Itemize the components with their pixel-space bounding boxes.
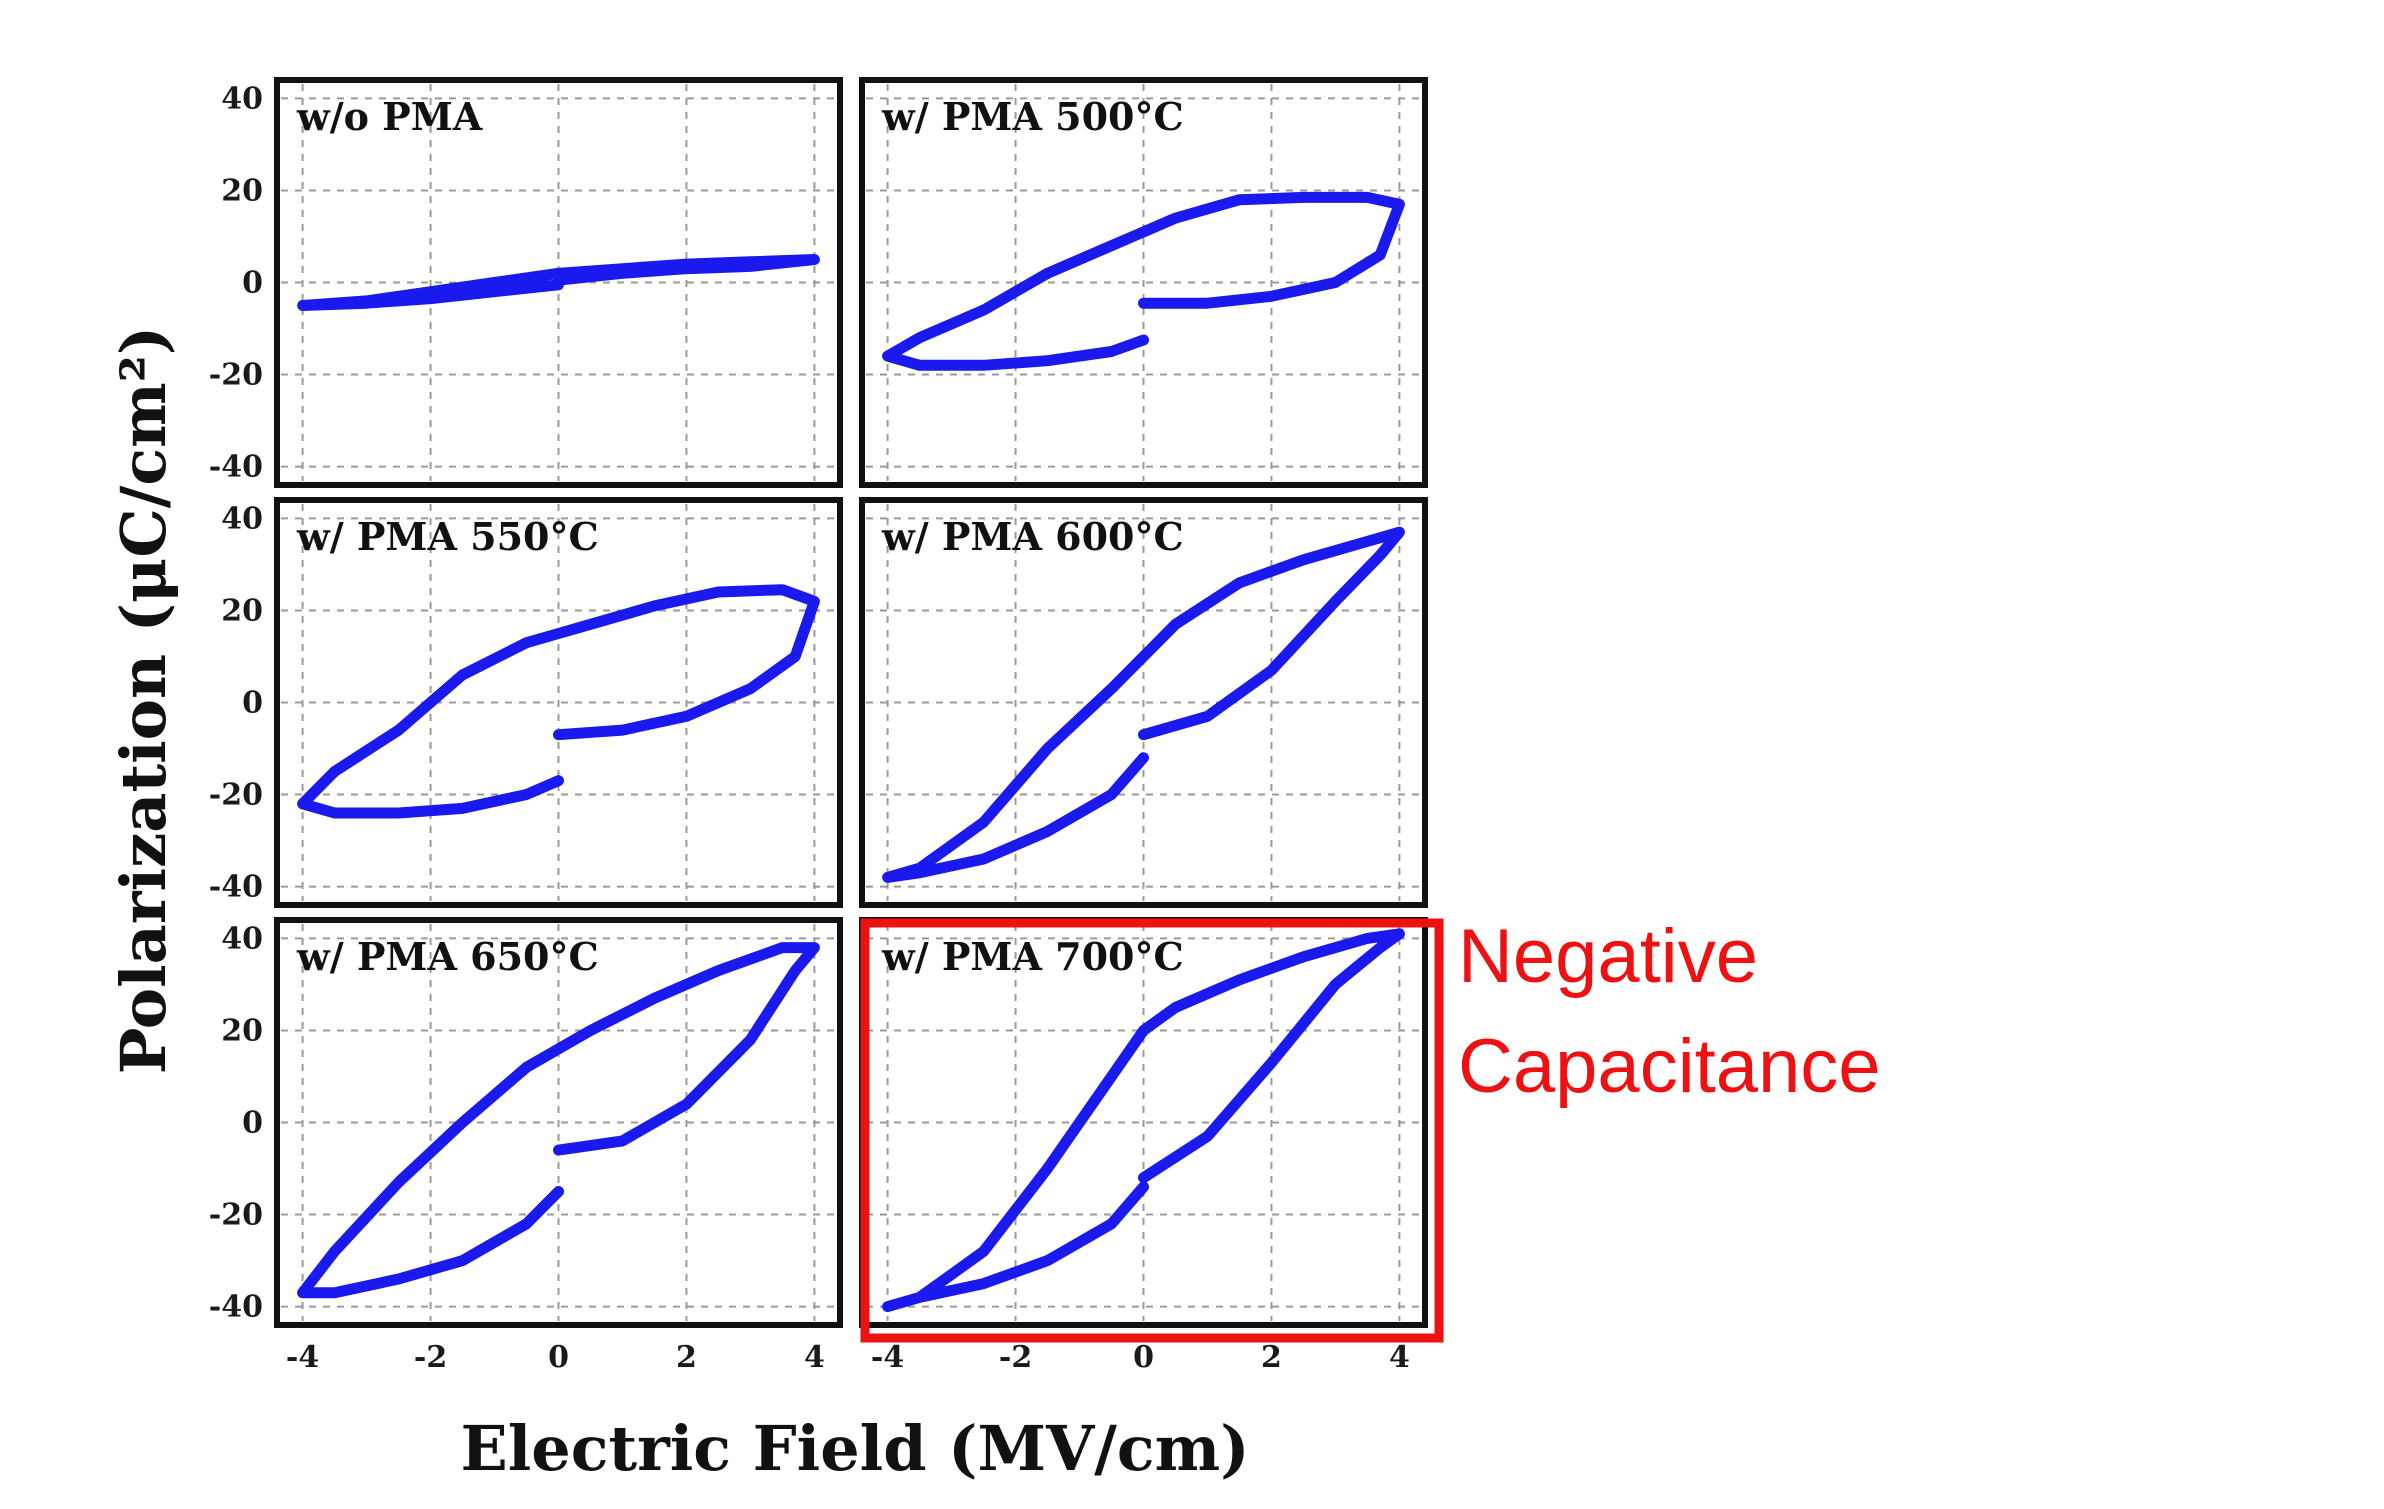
hysteresis-loop [882,928,1405,1313]
y-tick-label: 40 [221,921,263,956]
hysteresis-loop [297,584,820,819]
x-tick-label: -4 [286,1340,319,1375]
panel-label: w/ PMA 600°C [881,514,1184,559]
x-tick-label: 0 [548,1340,569,1375]
x-tick-label: 0 [1133,1340,1154,1375]
panel-4: w/ PMA 600°C [859,497,1428,908]
panel-frame [274,497,843,908]
panel-1: w/o PMA 40 20 0 -20 -40 [209,77,843,488]
x-axis-title: Electric Field (MV/cm) [460,1412,1249,1485]
panel-label: w/o PMA [296,94,483,139]
y-tick-label: 20 [221,593,263,628]
y-tick-label: -40 [209,870,263,905]
y-tick-label: 20 [221,173,263,208]
x-tick-label: -2 [999,1340,1032,1375]
y-tick-label: -20 [209,358,263,393]
panel-label: w/ PMA 550°C [296,514,599,559]
y-tick-label: 40 [221,81,263,116]
x-tick-label: 2 [1261,1340,1282,1375]
y-tick-label: 0 [242,266,263,301]
y-tick-label: 0 [242,1106,263,1141]
negative-capacitance-highlight-box [860,918,1444,1343]
y-tick-label: 40 [221,501,263,536]
panel-3: w/ PMA 550°C 40 20 0 -20 -40 [209,497,843,908]
x-tick-label: 4 [1389,1340,1410,1375]
panel-frame [859,497,1428,908]
panel-2: w/ PMA 500°C [859,77,1428,488]
hysteresis-loop [297,942,820,1299]
x-tick-label: 4 [804,1340,825,1375]
y-tick-label: 20 [221,1013,263,1048]
panel-6: w/ PMA 700°C -4 -2 0 2 4 [859,917,1428,1375]
y-tick-label: -20 [209,1198,263,1233]
negative-capacitance-label-line1: Negative [1458,914,1758,999]
panel-frame [274,917,843,1328]
y-tick-label: -40 [209,1290,263,1325]
x-tick-label: 2 [676,1340,697,1375]
y-tick-label: 0 [242,686,263,721]
hysteresis-loop [297,254,820,311]
panel-label: w/ PMA 700°C [881,934,1184,979]
hysteresis-loop [882,526,1405,883]
panel-frame [859,77,1428,488]
panel-frame [274,77,843,488]
y-tick-label: -40 [209,450,263,485]
panel-label: w/ PMA 650°C [296,934,599,979]
x-tick-label: -2 [414,1340,447,1375]
negative-capacitance-label-line2: Capacitance [1458,1024,1881,1109]
y-tick-label: -20 [209,778,263,813]
x-tick-label: -4 [871,1340,904,1375]
y-axis-title: Polarization (μC/cm²) [107,326,180,1074]
hysteresis-loop [882,191,1405,371]
panel-label: w/ PMA 500°C [881,94,1184,139]
